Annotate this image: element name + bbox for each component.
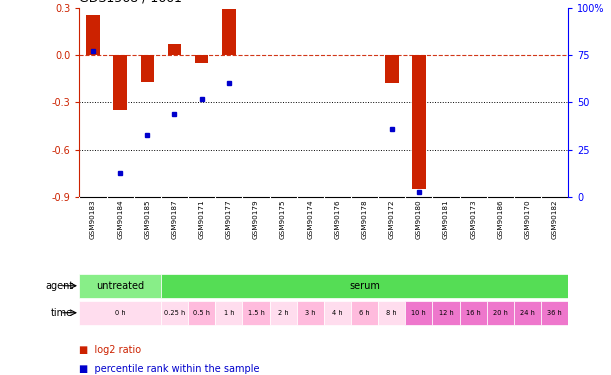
Text: time: time [51,308,73,318]
Bar [412,55,426,189]
Bar [514,301,541,325]
Text: 36 h: 36 h [547,310,562,316]
Text: 2 h: 2 h [278,310,288,316]
Bar [351,301,378,325]
Text: 10 h: 10 h [411,310,426,316]
Bar [487,301,514,325]
Text: serum: serum [349,281,380,291]
Text: GSM90172: GSM90172 [389,200,395,239]
Bar [385,55,398,83]
Text: 3 h: 3 h [305,310,315,316]
Bar [269,301,297,325]
Text: GSM90173: GSM90173 [470,200,476,239]
Text: 6 h: 6 h [359,310,370,316]
Text: untreated: untreated [96,281,144,291]
Text: 0.25 h: 0.25 h [164,310,185,316]
Text: GSM90183: GSM90183 [90,200,96,239]
Text: ■  percentile rank within the sample: ■ percentile rank within the sample [79,364,260,374]
Text: GSM90176: GSM90176 [334,200,340,239]
Text: GSM90181: GSM90181 [443,200,449,239]
Text: GSM90175: GSM90175 [280,200,286,239]
Text: GSM90178: GSM90178 [362,200,368,239]
Text: GSM90174: GSM90174 [307,200,313,239]
Text: GSM90185: GSM90185 [144,200,150,239]
Bar [195,55,208,63]
Bar [433,301,459,325]
Text: 20 h: 20 h [493,310,508,316]
Text: GSM90171: GSM90171 [199,200,205,239]
Text: GSM90182: GSM90182 [552,200,558,239]
Bar [378,301,405,325]
Text: GSM90177: GSM90177 [226,200,232,239]
Text: ■  log2 ratio: ■ log2 ratio [79,345,142,355]
Bar [141,55,154,82]
Text: 0 h: 0 h [115,310,125,316]
Bar [188,301,215,325]
Text: 16 h: 16 h [466,310,481,316]
Bar [167,44,181,55]
Bar [405,301,433,325]
Bar [324,301,351,325]
Text: 12 h: 12 h [439,310,453,316]
Text: GSM90186: GSM90186 [497,200,503,239]
Bar [222,9,236,55]
Bar [161,274,568,298]
Text: GDS1568 / 1661: GDS1568 / 1661 [79,0,182,5]
Bar [114,55,127,110]
Bar [243,301,269,325]
Text: 4 h: 4 h [332,310,343,316]
Text: 0.5 h: 0.5 h [193,310,210,316]
Text: 1 h: 1 h [224,310,234,316]
Text: GSM90170: GSM90170 [524,200,530,239]
Bar [459,301,487,325]
Text: GSM90180: GSM90180 [416,200,422,239]
Text: 24 h: 24 h [520,310,535,316]
Bar [79,301,161,325]
Bar [161,301,188,325]
Text: agent: agent [45,281,73,291]
Bar [297,301,324,325]
Text: GSM90179: GSM90179 [253,200,259,239]
Bar [79,274,161,298]
Text: GSM90187: GSM90187 [172,200,177,239]
Bar [541,301,568,325]
Text: 8 h: 8 h [386,310,397,316]
Text: GSM90184: GSM90184 [117,200,123,239]
Bar [215,301,243,325]
Text: 1.5 h: 1.5 h [247,310,265,316]
Bar [86,15,100,55]
